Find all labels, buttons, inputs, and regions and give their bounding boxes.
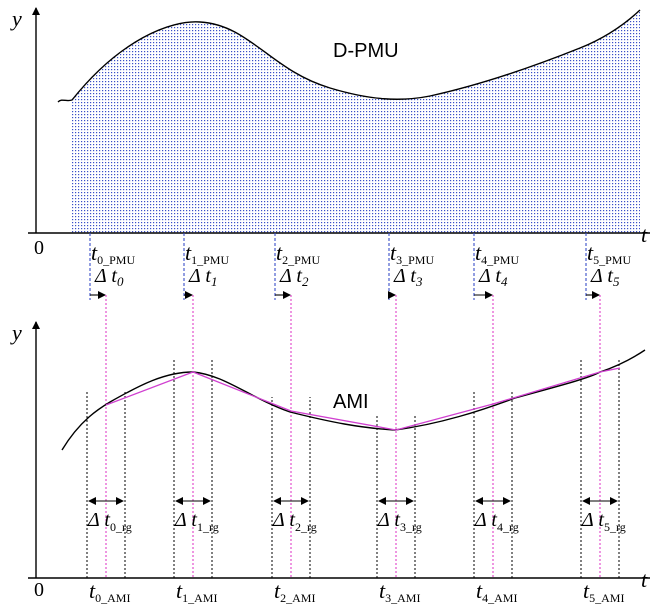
dpmu-delta-label: Δ t1 xyxy=(188,265,217,289)
ami-panel: y t 0 AMI Δ t0_rg Δ t1_rg Δ t2_rg Δ t3_rg Δ … xyxy=(10,320,650,605)
dpmu-delta-label: Δ t2 xyxy=(279,265,309,289)
ami-sample-label: t4_AMI xyxy=(476,578,517,605)
dpmu-signal-curve xyxy=(57,9,641,103)
ami-title: AMI xyxy=(333,391,369,413)
dpmu-sample-label: t2_PMU xyxy=(276,240,320,267)
dpmu-delta-label: Δ t3 xyxy=(393,265,423,289)
dpmu-delta-label: Δ t0 xyxy=(94,265,124,289)
ami-sampled-polyline xyxy=(105,367,621,431)
ami-window-label: Δ t3_rg xyxy=(377,509,422,534)
ami-t-label: t xyxy=(641,567,648,592)
dpmu-sample-label: t0_PMU xyxy=(91,240,135,267)
ami-window-label: Δ t2_rg xyxy=(272,509,317,534)
ami-signal-curve xyxy=(61,349,646,451)
dpmu-origin-label: 0 xyxy=(34,237,44,259)
ami-sample-label: t3_AMI xyxy=(379,578,420,605)
dpmu-sample-label: t5_PMU xyxy=(587,240,631,267)
dpmu-sample-label: t1_PMU xyxy=(185,240,229,267)
ami-sample-label: t1_AMI xyxy=(176,578,217,605)
ami-window-label: Δ t0_rg xyxy=(87,509,132,534)
ami-sample-label: t2_AMI xyxy=(274,578,315,605)
dpmu-y-label: y xyxy=(10,6,22,31)
ami-averaging-windows: Δ t0_rg Δ t1_rg Δ t2_rg Δ t3_rg Δ t4_rg Δ t5_… xyxy=(86,358,626,578)
dpmu-sample-label: t3_PMU xyxy=(390,240,434,267)
dpmu-delta-label: Δ t5 xyxy=(590,265,620,289)
sync-lines xyxy=(105,295,601,578)
ami-sample-label: t0_AMI xyxy=(89,578,130,605)
dpmu-t-label: t xyxy=(641,222,648,247)
ami-sample-labels: t0_AMI t1_AMI t2_AMI t3_AMI t4_AMI t5_AMI xyxy=(89,578,624,605)
ami-window-label: Δ t5_rg xyxy=(581,509,626,534)
dpmu-sampling-area xyxy=(72,10,640,233)
ami-y-label: y xyxy=(10,320,22,345)
ami-window-label: Δ t4_rg xyxy=(474,509,519,534)
dpmu-sample-label: t4_PMU xyxy=(475,240,519,267)
ami-window-label: Δ t1_rg xyxy=(174,509,219,534)
ami-sample-label: t5_AMI xyxy=(583,578,624,605)
dpmu-delta-label: Δ t4 xyxy=(478,265,508,289)
ami-origin-label: 0 xyxy=(34,579,44,601)
dpmu-title: D-PMU xyxy=(333,40,399,62)
